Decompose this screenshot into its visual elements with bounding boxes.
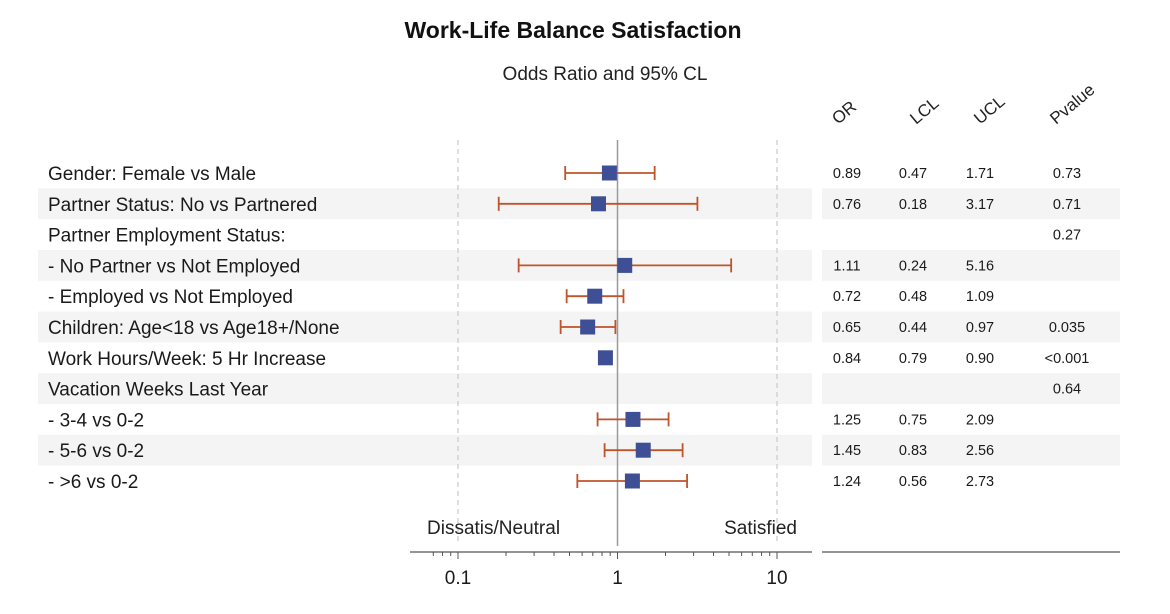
cell-ucl: 5.16 [966, 258, 994, 274]
cell-ucl: 0.90 [966, 351, 994, 367]
forest-rows: Gender: Female vs Male 0.89 0.47 1.71 0.73 Pa… [48, 164, 1089, 493]
cell-pvalue: 0.27 [1053, 228, 1081, 244]
x-tick-label: 10 [766, 568, 787, 589]
cell-lcl: 0.83 [899, 443, 927, 459]
row-label: Gender: Female vs Male [48, 164, 256, 185]
cell-or: 0.89 [833, 166, 861, 182]
row-label: - No Partner vs Not Employed [48, 256, 300, 277]
header-ucl: UCL [970, 92, 1008, 128]
cell-pvalue: 0.71 [1053, 197, 1081, 213]
cell-ucl: 1.71 [966, 166, 994, 182]
table-row-band [822, 188, 1120, 220]
or-marker [625, 411, 641, 427]
chart-subtitle: Odds Ratio and 95% CL [503, 64, 708, 85]
x-axis: 0.1 1 10 [410, 551, 1120, 589]
cell-or: 0.76 [833, 197, 861, 213]
cell-lcl: 0.24 [899, 258, 927, 274]
row-band [38, 311, 812, 343]
or-marker [597, 350, 613, 366]
or-marker [624, 473, 640, 489]
cell-lcl: 0.44 [899, 320, 927, 336]
header-or: OR [828, 97, 860, 128]
x-tick-label: 0.1 [445, 568, 471, 589]
cell-lcl: 0.47 [899, 166, 927, 182]
row-label: Partner Employment Status: [48, 226, 286, 247]
or-marker [617, 257, 633, 273]
cell-ucl: 2.56 [966, 443, 994, 459]
cell-lcl: 0.75 [899, 412, 927, 428]
row-band [38, 373, 812, 404]
x-tick-label: 1 [612, 568, 623, 589]
annotation-right: Satisfied [724, 518, 797, 539]
or-marker [635, 442, 651, 458]
plot-grid [457, 140, 778, 546]
row-bands [38, 188, 1120, 466]
table-row-band [822, 373, 1120, 404]
row-label: - 5-6 vs 0-2 [48, 441, 144, 462]
cell-or: 0.65 [833, 320, 861, 336]
row-label: - >6 vs 0-2 [48, 472, 138, 493]
cell-lcl: 0.79 [899, 351, 927, 367]
row-label: Partner Status: No vs Partnered [48, 195, 317, 216]
chart-title: Work-Life Balance Satisfaction [405, 17, 742, 43]
cell-pvalue: <0.001 [1045, 351, 1090, 367]
cell-lcl: 0.56 [899, 474, 927, 490]
row-label: Vacation Weeks Last Year [48, 380, 269, 401]
annotation-left: Dissatis/Neutral [427, 518, 560, 539]
row-label: Children: Age<18 vs Age18+/None [48, 318, 340, 339]
row-label: - Employed vs Not Employed [48, 287, 293, 308]
header-lcl: LCL [906, 93, 942, 128]
cell-or: 0.84 [833, 351, 861, 367]
or-marker [587, 288, 603, 304]
or-marker [590, 196, 606, 212]
cell-or: 1.24 [833, 474, 861, 490]
cell-ucl: 1.09 [966, 289, 994, 305]
cell-ucl: 3.17 [966, 197, 994, 213]
table-row-band [822, 311, 1120, 343]
cell-ucl: 0.97 [966, 320, 994, 336]
cell-pvalue: 0.035 [1049, 320, 1085, 336]
table-row-band [822, 250, 1120, 281]
cell-or: 1.45 [833, 443, 861, 459]
cell-pvalue: 0.73 [1053, 166, 1081, 182]
or-marker [580, 319, 596, 335]
row-band [38, 434, 812, 466]
cell-pvalue: 0.64 [1053, 382, 1081, 398]
or-marker [601, 165, 617, 181]
cell-lcl: 0.48 [899, 289, 927, 305]
cell-ucl: 2.09 [966, 412, 994, 428]
cell-or: 1.11 [833, 258, 860, 274]
cell-lcl: 0.18 [899, 197, 927, 213]
row-label: - 3-4 vs 0-2 [48, 410, 144, 431]
header-pvalue: Pvalue [1046, 80, 1098, 128]
cell-or: 0.72 [833, 289, 861, 305]
cell-or: 1.25 [833, 412, 861, 428]
cell-ucl: 2.73 [966, 474, 994, 490]
row-label: Work Hours/Week: 5 Hr Increase [48, 349, 326, 370]
table-row-band [822, 434, 1120, 466]
